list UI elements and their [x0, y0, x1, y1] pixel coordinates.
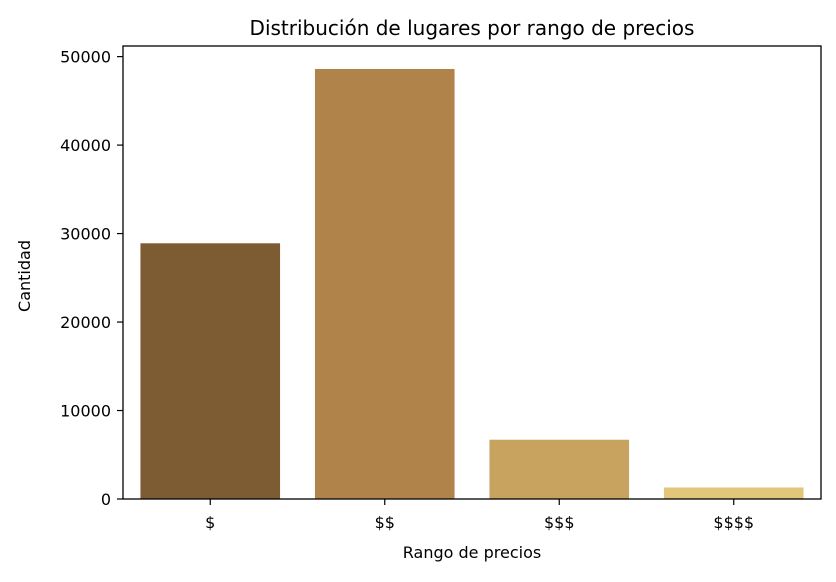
bar-3 — [489, 439, 630, 499]
x-ticks: $ $$ $$$ $$$$ — [205, 499, 754, 532]
x-axis-label: Rango de precios — [403, 543, 541, 562]
y-tick-label: 40000 — [60, 136, 111, 155]
y-tick-label: 10000 — [60, 402, 111, 421]
y-axis-label: Cantidad — [15, 240, 34, 312]
y-tick-label: 0 — [101, 490, 111, 509]
x-tick-label: $$$ — [544, 513, 575, 532]
y-tick-label: 50000 — [60, 48, 111, 67]
chart-title: Distribución de lugares por rango de pre… — [250, 16, 695, 40]
bar-1 — [140, 243, 281, 499]
bar-2 — [314, 69, 455, 499]
y-tick-label: 20000 — [60, 313, 111, 332]
y-tick-label: 30000 — [60, 225, 111, 244]
plot-frame — [122, 45, 822, 500]
y-ticks: 0 10000 20000 30000 40000 50000 — [60, 48, 123, 509]
x-tick-label: $$$$ — [713, 513, 754, 532]
bar-4 — [663, 487, 804, 499]
x-tick-label: $$ — [375, 513, 395, 532]
x-tick-label: $ — [205, 513, 215, 532]
bars-layer — [140, 69, 804, 499]
